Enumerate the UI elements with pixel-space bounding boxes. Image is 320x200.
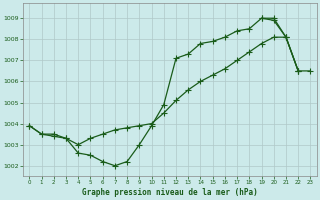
X-axis label: Graphe pression niveau de la mer (hPa): Graphe pression niveau de la mer (hPa) (82, 188, 258, 197)
